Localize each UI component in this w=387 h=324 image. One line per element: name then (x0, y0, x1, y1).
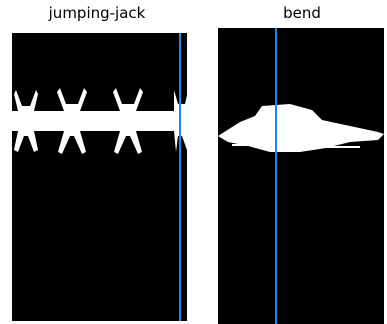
panel-background (218, 28, 384, 324)
panel-label: bend (283, 4, 321, 22)
panel-label: jumping-jack (48, 4, 146, 22)
panel-background (12, 33, 187, 321)
panel-bend (218, 28, 384, 324)
figure: jumping-jack bend (0, 0, 387, 324)
panel-jumping-jack (12, 33, 187, 321)
